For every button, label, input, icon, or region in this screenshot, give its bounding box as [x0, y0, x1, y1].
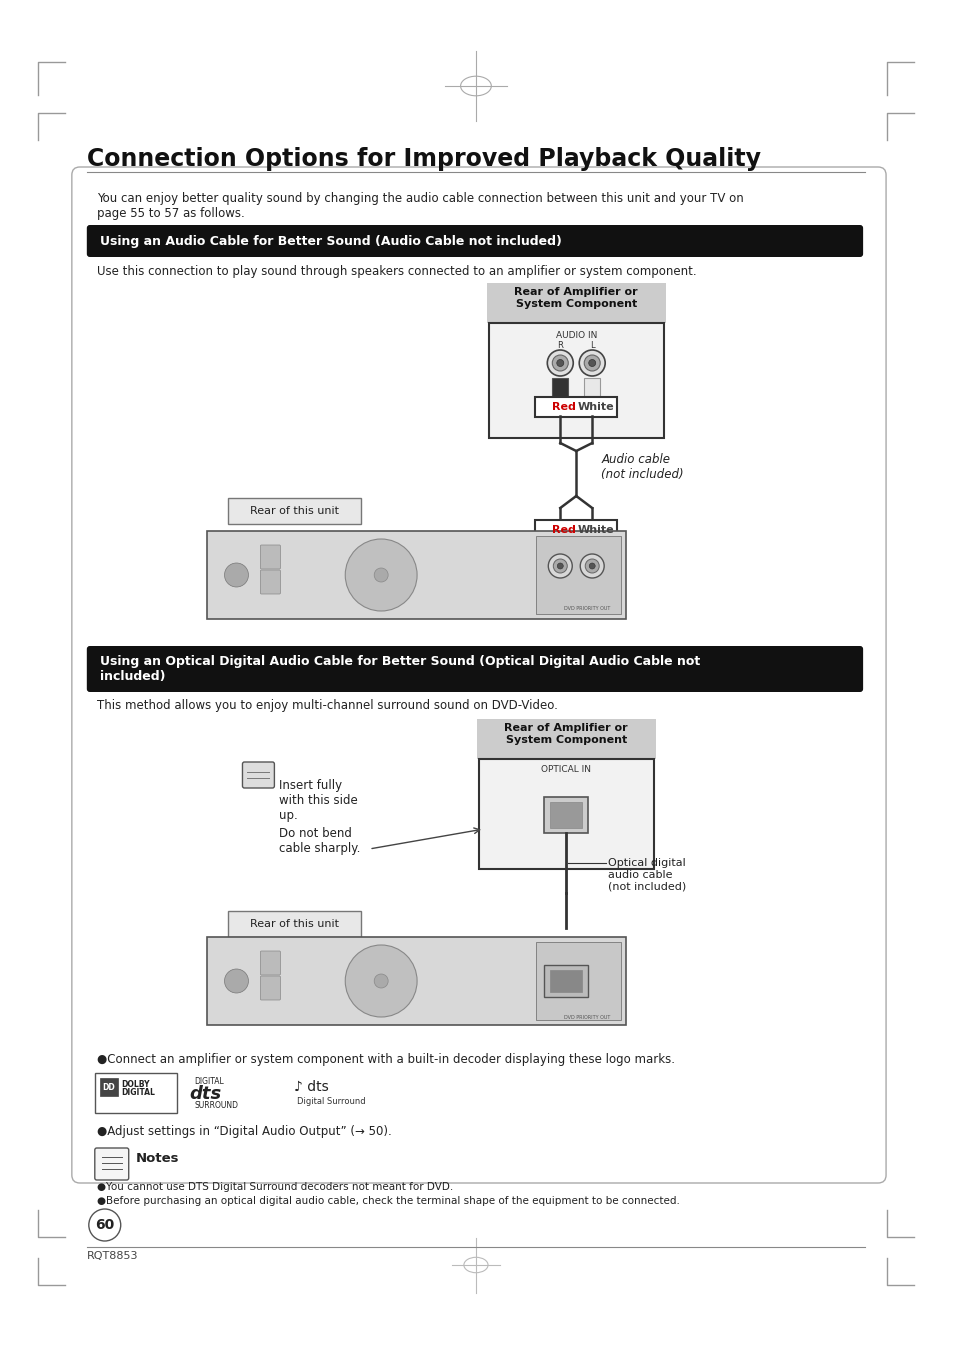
Text: White: White	[578, 403, 614, 412]
FancyBboxPatch shape	[260, 951, 280, 975]
Text: Do not bend
cable sharply.: Do not bend cable sharply.	[279, 827, 360, 855]
Text: Notes: Notes	[135, 1152, 179, 1165]
Text: DIGITAL: DIGITAL	[122, 1088, 155, 1097]
Text: SURROUND: SURROUND	[194, 1101, 238, 1111]
Circle shape	[224, 969, 248, 993]
Text: White: White	[578, 526, 614, 535]
FancyBboxPatch shape	[478, 759, 653, 869]
FancyBboxPatch shape	[94, 1148, 129, 1179]
Text: Using an Optical Digital Audio Cable for Better Sound (Optical Digital Audio Cab: Using an Optical Digital Audio Cable for…	[100, 655, 700, 684]
Text: OPTICAL IN: OPTICAL IN	[540, 765, 591, 774]
Circle shape	[588, 359, 595, 366]
Text: ●Adjust settings in “Digital Audio Output” (→ 50).: ●Adjust settings in “Digital Audio Outpu…	[96, 1125, 391, 1138]
Text: Using an Audio Cable for Better Sound (Audio Cable not included): Using an Audio Cable for Better Sound (A…	[100, 235, 561, 247]
FancyBboxPatch shape	[552, 378, 568, 396]
Text: Digital Surround: Digital Surround	[297, 1097, 366, 1106]
Circle shape	[584, 559, 598, 573]
FancyBboxPatch shape	[550, 802, 581, 828]
Text: This method allows you to enjoy multi-channel surround sound on DVD-Video.: This method allows you to enjoy multi-ch…	[96, 698, 558, 712]
FancyBboxPatch shape	[260, 570, 280, 594]
FancyBboxPatch shape	[536, 942, 620, 1020]
Text: Connection Options for Improved Playback Quality: Connection Options for Improved Playback…	[87, 147, 760, 172]
Text: Rear of this unit: Rear of this unit	[250, 919, 338, 929]
FancyBboxPatch shape	[476, 719, 655, 759]
FancyBboxPatch shape	[544, 797, 588, 834]
Circle shape	[583, 355, 599, 372]
FancyBboxPatch shape	[550, 970, 581, 992]
Text: RQT8853: RQT8853	[87, 1251, 138, 1260]
FancyBboxPatch shape	[94, 1073, 176, 1113]
Circle shape	[557, 563, 562, 569]
FancyBboxPatch shape	[227, 499, 361, 524]
Text: Rear of this unit: Rear of this unit	[250, 507, 338, 516]
Text: DIGITAL: DIGITAL	[194, 1077, 224, 1086]
Circle shape	[578, 350, 604, 376]
Text: Red: Red	[552, 526, 576, 535]
Text: dts: dts	[190, 1085, 222, 1102]
Circle shape	[547, 350, 573, 376]
Text: DOLBY: DOLBY	[122, 1079, 150, 1089]
Circle shape	[374, 567, 388, 582]
Text: DVD PRIORITY OUT: DVD PRIORITY OUT	[564, 1015, 610, 1020]
FancyBboxPatch shape	[242, 762, 274, 788]
Text: You can enjoy better quality sound by changing the audio cable connection betwee: You can enjoy better quality sound by ch…	[96, 192, 742, 220]
Text: R: R	[557, 340, 562, 350]
Circle shape	[345, 539, 416, 611]
Text: AUDIO IN: AUDIO IN	[555, 331, 597, 340]
Text: ●Connect an amplifier or system component with a built-in decoder displaying the: ●Connect an amplifier or system componen…	[96, 1052, 674, 1066]
Text: Insert fully
with this side
up.: Insert fully with this side up.	[279, 780, 357, 821]
FancyBboxPatch shape	[544, 965, 588, 997]
FancyBboxPatch shape	[71, 168, 885, 1183]
FancyBboxPatch shape	[87, 646, 862, 692]
FancyBboxPatch shape	[207, 938, 625, 1025]
FancyBboxPatch shape	[260, 975, 280, 1000]
FancyBboxPatch shape	[535, 520, 617, 540]
Circle shape	[552, 355, 568, 372]
Text: DD: DD	[102, 1082, 115, 1092]
Circle shape	[557, 359, 563, 366]
Text: Audio cable
(not included): Audio cable (not included)	[600, 453, 683, 481]
Text: ●You cannot use DTS Digital Surround decoders not meant for DVD.: ●You cannot use DTS Digital Surround dec…	[96, 1182, 453, 1192]
FancyBboxPatch shape	[100, 1078, 117, 1096]
Text: Rear of Amplifier or
System Component: Rear of Amplifier or System Component	[504, 723, 627, 744]
FancyBboxPatch shape	[207, 531, 625, 619]
Text: ♪ dts: ♪ dts	[294, 1079, 329, 1094]
Circle shape	[589, 563, 595, 569]
FancyBboxPatch shape	[536, 536, 620, 613]
FancyBboxPatch shape	[87, 226, 862, 257]
Circle shape	[345, 944, 416, 1017]
FancyBboxPatch shape	[227, 911, 361, 938]
Circle shape	[548, 554, 572, 578]
Circle shape	[224, 563, 248, 586]
Text: Rear of Amplifier or
System Component: Rear of Amplifier or System Component	[514, 286, 638, 308]
Circle shape	[553, 559, 567, 573]
FancyBboxPatch shape	[489, 323, 663, 438]
Text: 60: 60	[95, 1219, 114, 1232]
Text: DVD PRIORITY OUT: DVD PRIORITY OUT	[564, 607, 610, 611]
FancyBboxPatch shape	[583, 378, 599, 396]
Circle shape	[579, 554, 603, 578]
Text: Optical digital
audio cable
(not included): Optical digital audio cable (not include…	[607, 858, 686, 892]
FancyBboxPatch shape	[486, 282, 665, 323]
FancyBboxPatch shape	[260, 544, 280, 569]
Text: Red: Red	[552, 403, 576, 412]
Text: ●Before purchasing an optical digital audio cable, check the terminal shape of t: ●Before purchasing an optical digital au…	[96, 1196, 679, 1206]
Text: L: L	[589, 340, 594, 350]
Text: Use this connection to play sound through speakers connected to an amplifier or : Use this connection to play sound throug…	[96, 265, 696, 278]
Circle shape	[374, 974, 388, 988]
FancyBboxPatch shape	[535, 397, 617, 417]
